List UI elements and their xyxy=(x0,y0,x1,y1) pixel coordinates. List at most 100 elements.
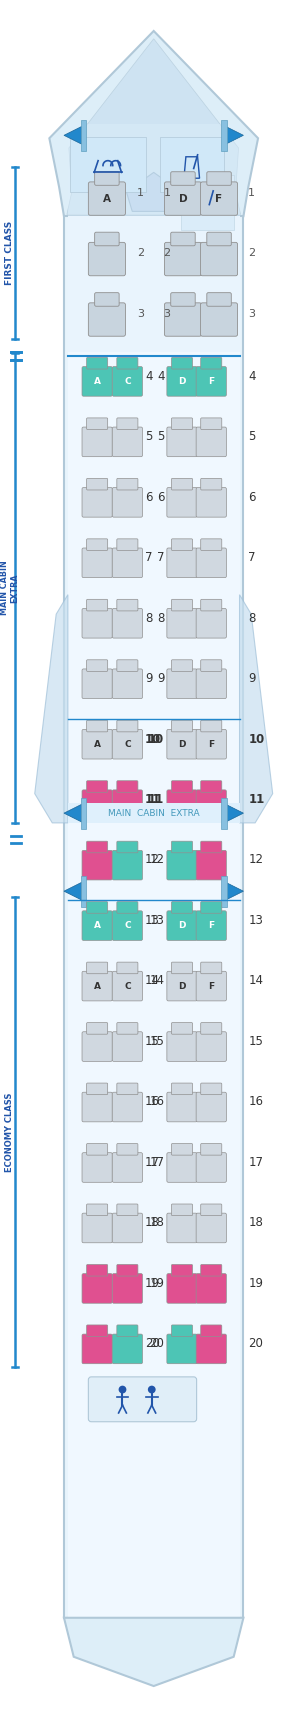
FancyBboxPatch shape xyxy=(196,1274,226,1303)
FancyBboxPatch shape xyxy=(68,804,239,822)
FancyBboxPatch shape xyxy=(172,962,193,974)
FancyBboxPatch shape xyxy=(82,670,112,699)
FancyBboxPatch shape xyxy=(164,242,202,276)
FancyBboxPatch shape xyxy=(207,292,231,306)
Text: 10: 10 xyxy=(145,733,161,745)
FancyBboxPatch shape xyxy=(117,1023,138,1034)
FancyBboxPatch shape xyxy=(196,1092,226,1121)
FancyBboxPatch shape xyxy=(167,1274,197,1303)
FancyBboxPatch shape xyxy=(117,599,138,611)
FancyBboxPatch shape xyxy=(87,1204,108,1216)
FancyBboxPatch shape xyxy=(82,1152,112,1183)
Text: 2: 2 xyxy=(137,249,144,258)
Text: C: C xyxy=(124,740,131,749)
Text: 13: 13 xyxy=(248,913,263,927)
FancyBboxPatch shape xyxy=(82,910,112,941)
FancyBboxPatch shape xyxy=(167,548,197,577)
FancyBboxPatch shape xyxy=(196,608,226,639)
Text: F: F xyxy=(208,920,214,931)
FancyBboxPatch shape xyxy=(112,1334,142,1363)
FancyBboxPatch shape xyxy=(87,719,108,731)
Text: D: D xyxy=(178,378,186,386)
FancyBboxPatch shape xyxy=(82,1214,112,1243)
FancyBboxPatch shape xyxy=(112,850,142,879)
Text: A: A xyxy=(94,920,100,931)
Text: 17: 17 xyxy=(248,1156,263,1169)
FancyBboxPatch shape xyxy=(81,797,86,829)
Text: 16: 16 xyxy=(149,1095,164,1109)
Text: 3: 3 xyxy=(164,309,170,319)
FancyBboxPatch shape xyxy=(82,488,112,517)
Text: 2: 2 xyxy=(164,249,171,258)
FancyBboxPatch shape xyxy=(88,302,125,337)
Text: 20: 20 xyxy=(145,1338,160,1350)
Text: F: F xyxy=(215,194,223,204)
FancyBboxPatch shape xyxy=(172,719,193,731)
FancyBboxPatch shape xyxy=(196,1152,226,1183)
FancyBboxPatch shape xyxy=(201,1023,222,1034)
Text: C: C xyxy=(124,378,131,386)
Text: A: A xyxy=(94,982,100,991)
Text: 10: 10 xyxy=(148,733,164,745)
Polygon shape xyxy=(64,883,82,900)
Text: MAIN  CABIN  EXTRA: MAIN CABIN EXTRA xyxy=(108,809,200,817)
FancyBboxPatch shape xyxy=(117,659,138,671)
FancyBboxPatch shape xyxy=(82,1274,112,1303)
Text: 1: 1 xyxy=(248,187,255,197)
FancyBboxPatch shape xyxy=(200,302,238,337)
Text: C: C xyxy=(124,982,131,991)
FancyBboxPatch shape xyxy=(201,417,222,429)
FancyBboxPatch shape xyxy=(167,488,197,517)
Text: 18: 18 xyxy=(150,1216,164,1229)
FancyBboxPatch shape xyxy=(117,479,138,489)
Text: 9: 9 xyxy=(145,671,152,685)
Text: C: C xyxy=(124,920,131,931)
FancyBboxPatch shape xyxy=(196,1214,226,1243)
FancyBboxPatch shape xyxy=(200,242,238,276)
Polygon shape xyxy=(226,127,243,144)
FancyBboxPatch shape xyxy=(196,910,226,941)
Text: 15: 15 xyxy=(145,1035,160,1047)
Circle shape xyxy=(148,1386,156,1394)
Text: 1: 1 xyxy=(164,187,170,197)
FancyBboxPatch shape xyxy=(112,1274,142,1303)
FancyBboxPatch shape xyxy=(196,1334,226,1363)
FancyBboxPatch shape xyxy=(172,1326,193,1336)
FancyBboxPatch shape xyxy=(82,1334,112,1363)
Text: 5: 5 xyxy=(248,431,256,443)
FancyBboxPatch shape xyxy=(87,539,108,551)
FancyBboxPatch shape xyxy=(68,216,239,1617)
FancyBboxPatch shape xyxy=(201,841,222,853)
FancyBboxPatch shape xyxy=(87,1144,108,1156)
FancyBboxPatch shape xyxy=(221,120,227,151)
Circle shape xyxy=(118,1386,126,1394)
FancyBboxPatch shape xyxy=(87,1023,108,1034)
FancyBboxPatch shape xyxy=(112,910,142,941)
Polygon shape xyxy=(64,127,82,144)
FancyBboxPatch shape xyxy=(112,1214,142,1243)
FancyBboxPatch shape xyxy=(172,1144,193,1156)
FancyBboxPatch shape xyxy=(82,730,112,759)
Text: 5: 5 xyxy=(145,431,152,443)
FancyBboxPatch shape xyxy=(201,1326,222,1336)
FancyBboxPatch shape xyxy=(201,357,222,369)
FancyBboxPatch shape xyxy=(112,428,142,457)
FancyBboxPatch shape xyxy=(87,841,108,853)
Text: 17: 17 xyxy=(145,1156,160,1169)
FancyBboxPatch shape xyxy=(117,901,138,913)
FancyBboxPatch shape xyxy=(117,1083,138,1095)
Text: 18: 18 xyxy=(248,1216,263,1229)
FancyBboxPatch shape xyxy=(201,1144,222,1156)
FancyBboxPatch shape xyxy=(201,962,222,974)
FancyBboxPatch shape xyxy=(117,719,138,731)
FancyBboxPatch shape xyxy=(82,428,112,457)
FancyBboxPatch shape xyxy=(87,1083,108,1095)
FancyBboxPatch shape xyxy=(87,417,108,429)
Polygon shape xyxy=(226,804,243,822)
FancyBboxPatch shape xyxy=(201,599,222,611)
Text: 6: 6 xyxy=(248,491,256,503)
Text: 8: 8 xyxy=(248,611,256,625)
FancyBboxPatch shape xyxy=(117,1326,138,1336)
FancyBboxPatch shape xyxy=(164,182,202,215)
FancyBboxPatch shape xyxy=(196,972,226,1001)
